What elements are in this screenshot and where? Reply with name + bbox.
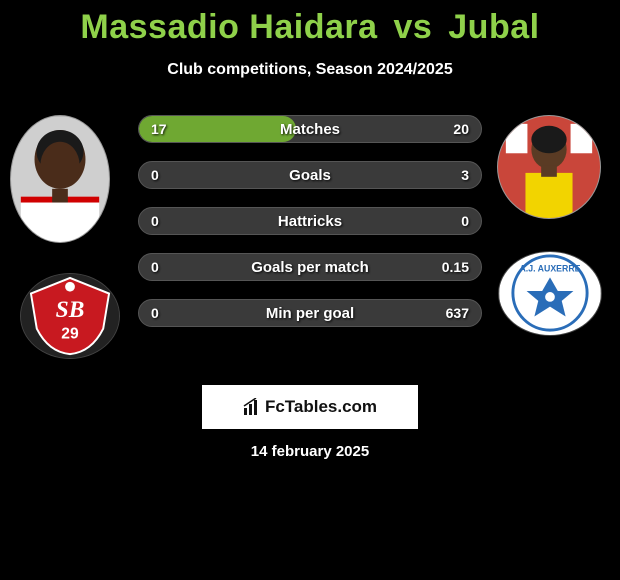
brand-label: FcTables.com (265, 397, 377, 417)
stat-label: Goals per match (139, 254, 481, 280)
stats-area: SB 29 A.J. AUXERRE 1720Matches03Goals00H… (0, 115, 620, 365)
svg-text:SB: SB (56, 297, 85, 323)
player1-club-badge: SB 29 (20, 273, 120, 359)
chart-icon (243, 398, 261, 416)
footer-date: 14 february 2025 (0, 443, 620, 460)
stat-value-right: 637 (446, 300, 469, 326)
stat-value-left: 0 (151, 208, 159, 234)
svg-text:A.J. AUXERRE: A.J. AUXERRE (519, 264, 580, 274)
player1-avatar-svg (11, 116, 109, 242)
player1-avatar (10, 115, 110, 243)
stat-row: 0 637Min per goal (138, 299, 482, 327)
player2-name: Jubal (448, 8, 539, 46)
stat-value-right: 20 (453, 116, 469, 142)
stat-label: Hattricks (139, 208, 481, 234)
player1-club-svg: SB 29 (21, 274, 119, 358)
stat-bars: 1720Matches03Goals00Hattricks00.15Goals … (138, 115, 482, 345)
comparison-title: Massadio Haidara vs Jubal (0, 0, 620, 47)
stat-value-right: 0.15 (442, 254, 469, 280)
player1-name: Massadio Haidara (80, 8, 377, 46)
player2-avatar (497, 115, 601, 219)
stat-row: 0 0.15Goals per match (138, 253, 482, 281)
stat-label: Goals (139, 162, 481, 188)
stat-row: 0 3Goals (138, 161, 482, 189)
subtitle: Club competitions, Season 2024/2025 (0, 61, 620, 79)
stat-value-left: 0 (151, 162, 159, 188)
svg-text:29: 29 (61, 325, 79, 342)
stat-value-left: 0 (151, 300, 159, 326)
vs-separator: vs (393, 8, 432, 46)
player2-club-badge: A.J. AUXERRE (498, 251, 602, 336)
stat-row: 0 0Hattricks (138, 207, 482, 235)
player2-club-svg: A.J. AUXERRE (499, 252, 601, 335)
stat-value-left: 0 (151, 254, 159, 280)
stat-value-left: 17 (151, 116, 167, 142)
stat-row: 1720Matches (138, 115, 482, 143)
stat-value-right: 0 (461, 208, 469, 234)
stat-value-right: 3 (461, 162, 469, 188)
player2-avatar-svg (498, 116, 600, 218)
stat-label: Min per goal (139, 300, 481, 326)
brand-badge: FcTables.com (202, 385, 418, 429)
